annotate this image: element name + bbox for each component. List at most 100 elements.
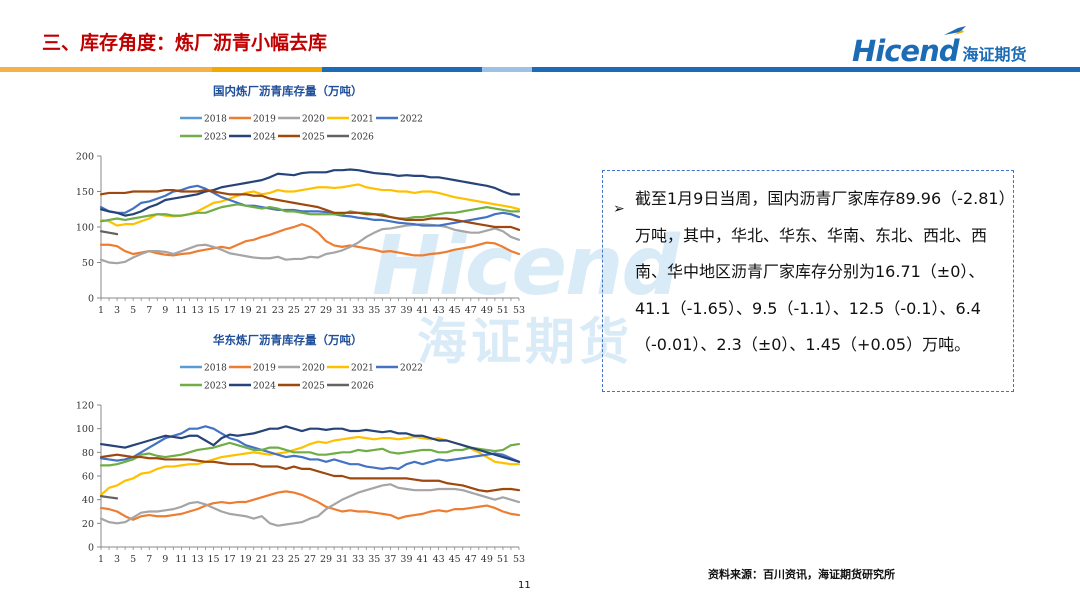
x-tick-label: 53: [513, 305, 525, 316]
series-line-2022: [99, 425, 521, 470]
page-number: 11: [518, 580, 531, 591]
x-tick-label: 11: [175, 554, 187, 565]
series-line-2021: [99, 435, 521, 497]
legend-label-2025: 2025: [302, 133, 325, 143]
y-tick-label: 0: [88, 543, 94, 554]
x-tick-label: 29: [320, 554, 332, 565]
header-divider-blue: [322, 67, 482, 72]
summary-text: 截至1月9日当周，国内沥青厂家库存89.96（-2.81）万吨，其中，华北、华东…: [635, 189, 1007, 354]
data-source: 资料来源：百川资讯，海证期货研究所: [708, 568, 895, 581]
y-tick-label: 150: [76, 187, 94, 198]
x-tick-label: 1: [98, 554, 104, 565]
series-line-2025: [99, 453, 521, 493]
x-tick-label: 31: [336, 554, 348, 565]
x-tick-label: 19: [240, 554, 252, 565]
legend-label-2020: 2020: [302, 115, 325, 125]
x-tick-label: 11: [175, 305, 187, 316]
y-tick-label: 100: [76, 223, 94, 234]
x-tick-label: 49: [481, 305, 493, 316]
x-tick-label: 49: [481, 554, 493, 565]
x-tick-label: 35: [368, 305, 380, 316]
x-tick-label: 9: [162, 554, 168, 565]
x-tick-label: 45: [449, 554, 461, 565]
series-line-2020: [99, 483, 521, 527]
legend-label-2018: 2018: [204, 115, 227, 125]
series-line-2026: [99, 230, 119, 236]
x-tick-label: 25: [288, 305, 300, 316]
x-tick-label: 39: [400, 305, 412, 316]
summary-box: ➢ 截至1月9日当周，国内沥青厂家库存89.96（-2.81）万吨，其中，华北、…: [602, 170, 1014, 392]
x-tick-label: 19: [240, 305, 252, 316]
x-tick-label: 41: [416, 554, 428, 565]
x-tick-label: 1: [98, 305, 104, 316]
x-tick-label: 17: [224, 305, 236, 316]
legend-label-2024: 2024: [253, 382, 276, 392]
y-tick-label: 120: [76, 401, 94, 412]
series-line-2023: [99, 441, 521, 467]
y-tick-label: 60: [82, 472, 94, 483]
y-tick-label: 20: [82, 519, 94, 530]
x-tick-label: 51: [497, 554, 509, 565]
series-line-2022: [99, 184, 521, 227]
legend-label-2021: 2021: [351, 364, 374, 374]
x-tick-label: 33: [352, 305, 364, 316]
x-tick-label: 15: [207, 305, 219, 316]
series-line-2019: [99, 490, 521, 521]
x-tick-label: 29: [320, 305, 332, 316]
legend-label-2024: 2024: [253, 133, 276, 143]
series-line-2020: [99, 223, 521, 265]
chart-title: 华东炼厂沥青库存量（万吨）: [213, 333, 363, 347]
header-divider-navy: [532, 67, 1080, 72]
x-tick-label: 51: [497, 305, 509, 316]
x-tick-label: 43: [433, 554, 445, 565]
x-tick-label: 7: [146, 305, 152, 316]
company-logo: Hicend 海证期货: [852, 26, 1027, 68]
header-divider-yellow: [212, 67, 322, 72]
x-tick-label: 23: [272, 305, 284, 316]
x-tick-label: 35: [368, 554, 380, 565]
x-tick-label: 43: [433, 305, 445, 316]
legend-label-2019: 2019: [253, 364, 276, 374]
x-tick-label: 21: [256, 305, 268, 316]
x-tick-label: 41: [416, 305, 428, 316]
x-tick-label: 25: [288, 554, 300, 565]
x-tick-label: 27: [304, 554, 316, 565]
x-tick-label: 9: [162, 305, 168, 316]
logo-swoosh-icon: [944, 26, 966, 35]
x-tick-label: 37: [384, 554, 396, 565]
x-tick-label: 33: [352, 554, 364, 565]
legend-label-2019: 2019: [253, 115, 276, 125]
series-line-2019: [99, 223, 521, 257]
legend-label-2026: 2026: [351, 382, 374, 392]
y-tick-label: 80: [82, 448, 94, 459]
series-line-2026: [99, 495, 119, 500]
header-divider-orange: [0, 67, 212, 72]
x-tick-label: 3: [114, 305, 120, 316]
series-line-2024: [99, 168, 521, 217]
logo-cn-text: 海证期货: [962, 45, 1027, 64]
x-tick-label: 17: [224, 554, 236, 565]
y-tick-label: 0: [88, 294, 94, 305]
x-tick-label: 39: [400, 554, 412, 565]
series-line-2023: [99, 203, 521, 223]
summary-text-block: ➢ 截至1月9日当周，国内沥青厂家库存89.96（-2.81）万吨，其中，华北、…: [613, 181, 1007, 364]
x-tick-label: 47: [465, 554, 477, 565]
legend-label-2018: 2018: [204, 364, 227, 374]
x-tick-label: 7: [146, 554, 152, 565]
x-tick-label: 31: [336, 305, 348, 316]
legend-label-2023: 2023: [204, 382, 227, 392]
logo-text: Hicend: [852, 34, 959, 68]
legend-label-2021: 2021: [351, 115, 374, 125]
chart-domestic-inventory: 国内炼厂沥青库存量（万吨） 2018 2019 2020 2021 2022 2023 202…: [76, 84, 525, 316]
bullet-arrow-icon: ➢: [613, 201, 625, 217]
x-tick-label: 13: [191, 554, 203, 565]
y-tick-label: 40: [82, 495, 94, 506]
chart-title: 国内炼厂沥青库存量（万吨）: [213, 84, 363, 98]
legend-label-2025: 2025: [302, 382, 325, 392]
y-tick-label: 200: [76, 152, 94, 163]
x-tick-label: 13: [191, 305, 203, 316]
legend-label-2022: 2022: [400, 115, 423, 125]
legend-label-2023: 2023: [204, 133, 227, 143]
x-tick-label: 21: [256, 554, 268, 565]
